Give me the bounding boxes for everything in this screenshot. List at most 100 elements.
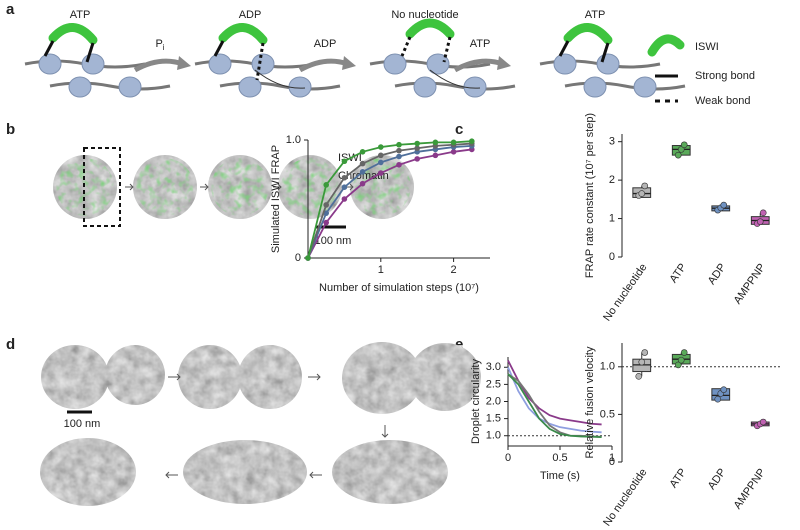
category-label: ATP [667,467,689,491]
x-tick-label: 2 [451,264,457,276]
data-point [677,356,685,364]
process-arrowhead [177,56,191,70]
data-point [638,358,646,366]
legend-iswi-icon [647,34,685,57]
arrow-label-subscript: i [163,43,165,52]
nucleosome [208,53,232,75]
motion-arrow [429,69,481,89]
data-point [341,184,348,190]
bond [213,40,225,57]
selection-box [83,147,121,227]
panel-letter: e [455,336,463,353]
data-point [414,145,421,152]
droplet [238,345,302,409]
data-point [359,169,366,175]
bond [558,40,570,57]
x-tick-label: 1 [609,452,615,464]
dna-strand [219,81,341,91]
data-point [341,174,348,181]
data-point [641,349,649,356]
bond [255,42,265,81]
y-tick-label: 0 [295,252,301,264]
process-arrow [133,58,184,73]
data-point [341,196,348,202]
arrow-label: Pi [155,38,164,52]
nucleosome [553,53,577,75]
arrow-label-text: ATP [470,38,491,50]
category-label: ATP [667,262,689,286]
series-line [307,142,472,259]
panel-letter: c [455,121,463,138]
data-point [414,140,421,147]
bond [600,42,610,63]
data-point [305,255,311,261]
nucleosome [383,53,407,75]
arrow-label-text: P [155,38,162,50]
scale-bar-label: 100 nm [315,235,352,247]
panel-letter: a [6,1,15,18]
series-line [507,366,602,434]
y-tick-label: 0 [609,456,615,468]
x-tick-label: 1 [378,264,384,276]
data-point [674,151,682,159]
bond [400,36,412,57]
series-line [507,373,602,438]
data-point [414,156,421,162]
dna-strand [564,81,686,91]
step-arrow [165,471,178,479]
process-arrowhead [497,56,511,70]
bond [85,42,95,63]
y-tick-label: 3 [609,136,615,148]
nucleosome [68,76,92,98]
y-tick-label: 2 [609,174,615,186]
data-point [674,361,682,369]
iswi [563,23,613,45]
iswi [48,23,98,45]
data-point [378,152,384,159]
droplet [178,345,242,409]
arrow-label: ATP [470,38,491,50]
y-tick-label: 0 [609,251,615,263]
legend-label: ISWI [695,41,719,53]
series-line [307,145,472,259]
data-point [323,202,330,208]
process-arrow [298,58,349,73]
y-tick-label: 0.5 [600,408,615,420]
category-label: No nucleotide [601,467,649,529]
iswi-signal [136,158,194,216]
iswi-signal [211,158,269,216]
dna-strand [49,81,171,91]
y-tick-label: 2.0 [486,395,501,407]
step-arrow [308,373,321,381]
droplet [41,345,109,409]
arrow-label-text: ADP [314,38,337,50]
arrow-label: ADP [314,38,337,50]
droplet [342,342,422,414]
nucleosome [238,76,262,98]
data-point [677,146,685,153]
y-tick-label: 1.5 [486,413,501,425]
nucleosome [426,53,450,75]
nucleosome [583,76,607,98]
step-arrow [125,183,134,191]
y-tick-label: 1.0 [286,134,301,146]
data-point [469,138,475,144]
nucleosome [633,76,657,98]
droplet [409,343,481,411]
y-tick-label: 3.0 [486,361,501,373]
data-point [359,149,366,155]
series-line [507,360,602,426]
droplet [40,438,136,506]
data-point [323,182,330,188]
nucleosome [463,76,487,98]
bond [442,36,452,63]
droplet [183,440,307,504]
data-point [641,182,649,190]
data-point [714,395,722,403]
state-label: ATP [585,9,606,21]
data-point [432,152,439,159]
motion-arrow [254,69,306,89]
y-axis-label: Droplet circularity [470,359,482,444]
legend-label: Strong bond [695,70,755,82]
